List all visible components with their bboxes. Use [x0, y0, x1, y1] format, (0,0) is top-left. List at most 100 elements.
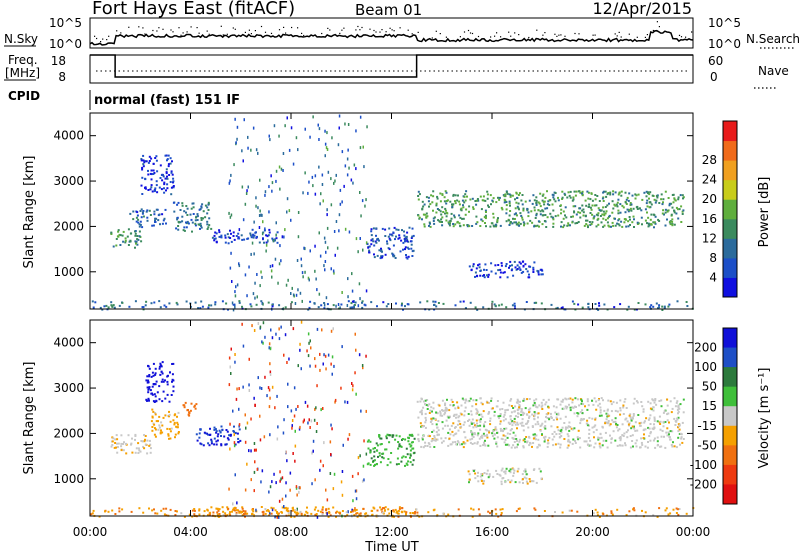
- echo-cell: [572, 406, 575, 409]
- echo-cell: [473, 442, 476, 445]
- noise-cell: [236, 283, 239, 287]
- echo-cell: [394, 257, 397, 259]
- echo-cell: [144, 435, 147, 437]
- echo-cell: [647, 216, 650, 219]
- echo-cell: [444, 209, 447, 212]
- echo-cell: [151, 426, 154, 428]
- echo-cell: [152, 169, 155, 172]
- echo-cell: [368, 251, 371, 254]
- ground-cell: [278, 304, 281, 307]
- echo-cell: [484, 222, 486, 224]
- echo-cell: [458, 203, 461, 206]
- nsky-series: [89, 21, 694, 46]
- echo-cell: [256, 235, 258, 238]
- echo-cell: [134, 433, 137, 436]
- noise-cell: [229, 266, 232, 270]
- echo-cell: [448, 221, 451, 224]
- echo-cell: [160, 380, 163, 383]
- echo-cell: [656, 444, 659, 447]
- echo-cell: [603, 224, 606, 227]
- echo-cell: [593, 446, 596, 449]
- echo-cell: [522, 424, 525, 427]
- echo-cell: [517, 412, 519, 415]
- echo-cell: [624, 218, 627, 221]
- echo-cell: [404, 248, 406, 251]
- echo-cell: [199, 428, 202, 431]
- noise-cell: [269, 485, 272, 489]
- noise-cell: [287, 405, 289, 409]
- echo-cell: [645, 202, 648, 205]
- noise-cell: [253, 220, 255, 224]
- echo-cell: [682, 438, 685, 440]
- noise-cell: [338, 114, 341, 118]
- echo-cell: [530, 210, 533, 213]
- echo-cell: [375, 227, 378, 230]
- echo-cell: [136, 211, 139, 214]
- ground-cell: [501, 508, 504, 511]
- x-axis-label: Time UT: [364, 540, 418, 554]
- echo-cell: [408, 433, 411, 436]
- nsearch-point: [369, 28, 371, 30]
- echo-cell: [594, 424, 597, 427]
- echo-cell: [640, 209, 643, 212]
- echo-cell: [560, 431, 563, 434]
- echo-cell: [548, 199, 551, 202]
- echo-cell: [358, 514, 361, 517]
- echo-cell: [523, 476, 526, 479]
- echo-cell: [237, 236, 240, 239]
- echo-cell: [552, 222, 555, 225]
- echo-cell: [671, 445, 674, 448]
- echo-cell: [464, 193, 467, 196]
- echo-cell: [154, 367, 157, 370]
- echo-cell: [470, 410, 473, 413]
- echo-cell: [134, 451, 137, 454]
- nsearch-point: [592, 34, 594, 36]
- echo-cell: [654, 222, 657, 225]
- echo-cell: [515, 192, 518, 195]
- echo-cell: [209, 427, 211, 430]
- echo-cell: [139, 210, 142, 212]
- colorbar-tick-label: 200: [694, 341, 717, 355]
- ground-cell: [332, 304, 335, 307]
- noise-cell: [316, 288, 318, 292]
- echo-cell: [649, 218, 652, 221]
- echo-cell: [525, 473, 528, 476]
- colorbar-segment: [723, 121, 737, 142]
- echo-cell: [423, 203, 426, 206]
- echo-cell: [636, 221, 639, 224]
- echo-cell: [176, 218, 179, 221]
- echo-cell: [493, 433, 496, 436]
- noise-cell: [298, 427, 301, 431]
- echo-cell: [117, 230, 120, 233]
- echo-cell: [483, 268, 485, 271]
- noise-cell: [352, 384, 354, 388]
- echo-cell: [452, 422, 455, 425]
- echo-cell: [208, 217, 211, 220]
- nsearch-point: [560, 34, 562, 36]
- echo-cell: [141, 176, 144, 179]
- echo-cell: [154, 373, 157, 376]
- echo-cell: [187, 413, 190, 416]
- echo-cell: [647, 225, 650, 228]
- echo-cell: [680, 433, 683, 436]
- echo-cell: [430, 417, 433, 420]
- echo-cell: [522, 207, 525, 210]
- echo-cell: [604, 422, 607, 425]
- echo-cell: [505, 208, 508, 211]
- nsearch-point: [494, 35, 496, 37]
- echo-cell: [140, 184, 143, 187]
- echo-cell: [492, 475, 495, 478]
- echo-cell: [473, 432, 476, 435]
- echo-cell: [154, 383, 157, 386]
- echo-cell: [567, 435, 570, 438]
- echo-cell: [466, 224, 469, 226]
- noise-cell: [269, 138, 271, 142]
- echo-cell: [602, 191, 605, 194]
- nsearch-point: [417, 31, 419, 33]
- echo-cell: [270, 512, 273, 515]
- echo-cell: [479, 428, 482, 431]
- echo-cell: [404, 246, 407, 249]
- echo-cell: [523, 224, 525, 227]
- echo-cell: [506, 276, 509, 279]
- echo-cell: [380, 437, 383, 440]
